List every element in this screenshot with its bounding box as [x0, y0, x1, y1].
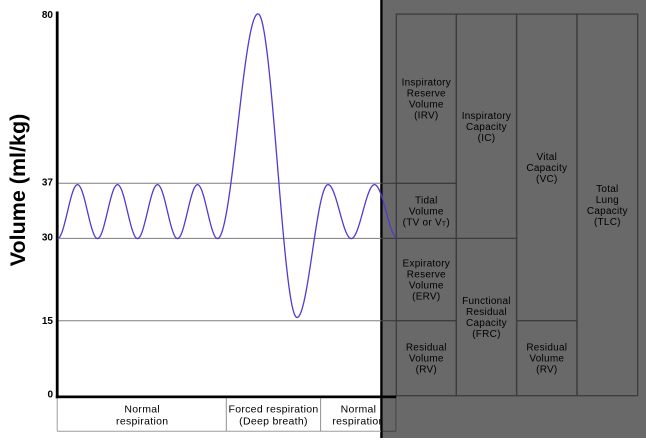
svg-text:Capacity: Capacity — [587, 206, 628, 217]
svg-text:Forced respiration: Forced respiration — [228, 404, 318, 416]
svg-text:Lung: Lung — [596, 195, 619, 206]
svg-text:(IRV): (IRV) — [414, 111, 438, 122]
svg-text:Volume: Volume — [529, 354, 564, 365]
svg-text:(TV or VT): (TV or VT) — [403, 217, 450, 228]
svg-text:respiration: respiration — [116, 416, 168, 428]
svg-text:respiration: respiration — [332, 416, 384, 428]
svg-text:(FRC): (FRC) — [472, 329, 500, 340]
svg-text:Volume: Volume — [409, 354, 444, 365]
svg-text:Normal: Normal — [124, 404, 160, 416]
svg-text:Residual: Residual — [526, 343, 567, 354]
svg-text:Residual: Residual — [466, 307, 507, 318]
svg-text:Reserve: Reserve — [407, 270, 446, 281]
svg-text:Expiratory: Expiratory — [403, 259, 451, 270]
svg-text:Inspiratory: Inspiratory — [462, 111, 511, 122]
svg-text:37: 37 — [42, 178, 54, 189]
svg-text:(Deep breath): (Deep breath) — [239, 416, 308, 428]
svg-text:Reserve: Reserve — [407, 89, 446, 100]
svg-text:(VC): (VC) — [536, 174, 558, 185]
svg-text:Vital: Vital — [537, 152, 558, 163]
svg-text:Volume: Volume — [409, 206, 444, 217]
svg-text:Tidal: Tidal — [415, 195, 438, 206]
svg-text:(RV): (RV) — [536, 365, 557, 376]
svg-text:Capacity: Capacity — [466, 122, 507, 133]
svg-text:Inspiratory: Inspiratory — [402, 78, 451, 89]
svg-text:(TLC): (TLC) — [594, 217, 621, 228]
svg-text:Functional: Functional — [462, 296, 511, 307]
svg-text:Normal: Normal — [341, 404, 377, 416]
svg-text:Volume: Volume — [409, 281, 444, 292]
svg-text:(IC): (IC) — [478, 133, 496, 144]
svg-text:0: 0 — [47, 390, 53, 401]
svg-text:(RV): (RV) — [416, 365, 437, 376]
svg-text:Volume: Volume — [409, 100, 444, 111]
svg-text:Total: Total — [596, 184, 618, 195]
svg-text:Capacity: Capacity — [466, 318, 507, 329]
svg-text:Residual: Residual — [406, 343, 447, 354]
svg-text:Volume (ml/kg): Volume (ml/kg) — [6, 114, 30, 267]
svg-text:(ERV): (ERV) — [412, 292, 440, 303]
svg-text:80: 80 — [42, 10, 54, 21]
svg-text:30: 30 — [42, 233, 54, 244]
svg-text:15: 15 — [42, 316, 54, 327]
svg-text:Capacity: Capacity — [526, 163, 567, 174]
